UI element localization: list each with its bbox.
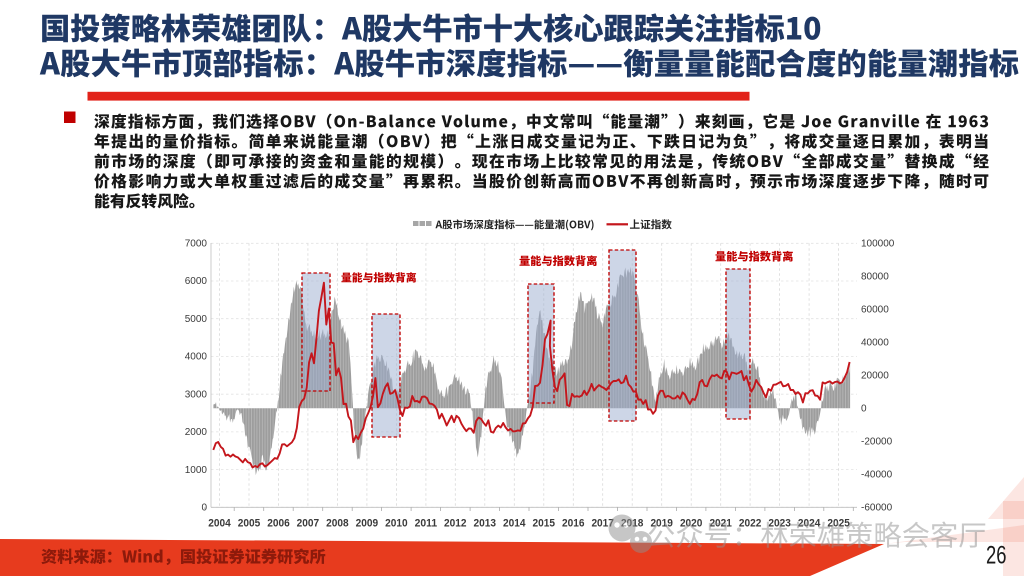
svg-text:7000: 7000 (185, 239, 208, 250)
svg-text:3000: 3000 (185, 389, 208, 400)
svg-text:80000: 80000 (861, 272, 889, 283)
svg-text:100000: 100000 (861, 239, 895, 250)
svg-text:2022: 2022 (739, 518, 762, 530)
svg-text:2014: 2014 (503, 518, 526, 530)
svg-text:-20000: -20000 (861, 437, 893, 448)
svg-text:-40000: -40000 (861, 470, 893, 481)
svg-text:40000: 40000 (861, 338, 889, 349)
svg-text:2020: 2020 (680, 518, 703, 530)
svg-text:2015: 2015 (533, 518, 556, 530)
svg-text:2009: 2009 (356, 518, 379, 530)
svg-text:2004: 2004 (208, 518, 231, 530)
svg-text:20000: 20000 (861, 371, 889, 382)
svg-text:2013: 2013 (474, 518, 497, 530)
svg-text:2017: 2017 (591, 518, 614, 530)
svg-text:60000: 60000 (861, 305, 889, 316)
svg-text:2011: 2011 (415, 518, 438, 530)
svg-text:-60000: -60000 (861, 503, 893, 514)
svg-text:2007: 2007 (297, 518, 320, 530)
svg-text:2012: 2012 (444, 518, 467, 530)
svg-text:2005: 2005 (238, 518, 261, 530)
svg-text:2008: 2008 (326, 518, 349, 530)
svg-text:6000: 6000 (185, 276, 208, 287)
svg-text:26: 26 (986, 542, 1007, 570)
svg-text:2016: 2016 (562, 518, 585, 530)
svg-text:0: 0 (861, 404, 867, 415)
svg-text:1000: 1000 (185, 465, 208, 476)
svg-text:2024: 2024 (798, 518, 821, 530)
svg-text:2000: 2000 (185, 427, 208, 438)
svg-text:4000: 4000 (185, 352, 208, 363)
svg-text:2006: 2006 (267, 518, 290, 530)
svg-text:5000: 5000 (185, 314, 208, 325)
svg-text:2010: 2010 (385, 518, 408, 530)
